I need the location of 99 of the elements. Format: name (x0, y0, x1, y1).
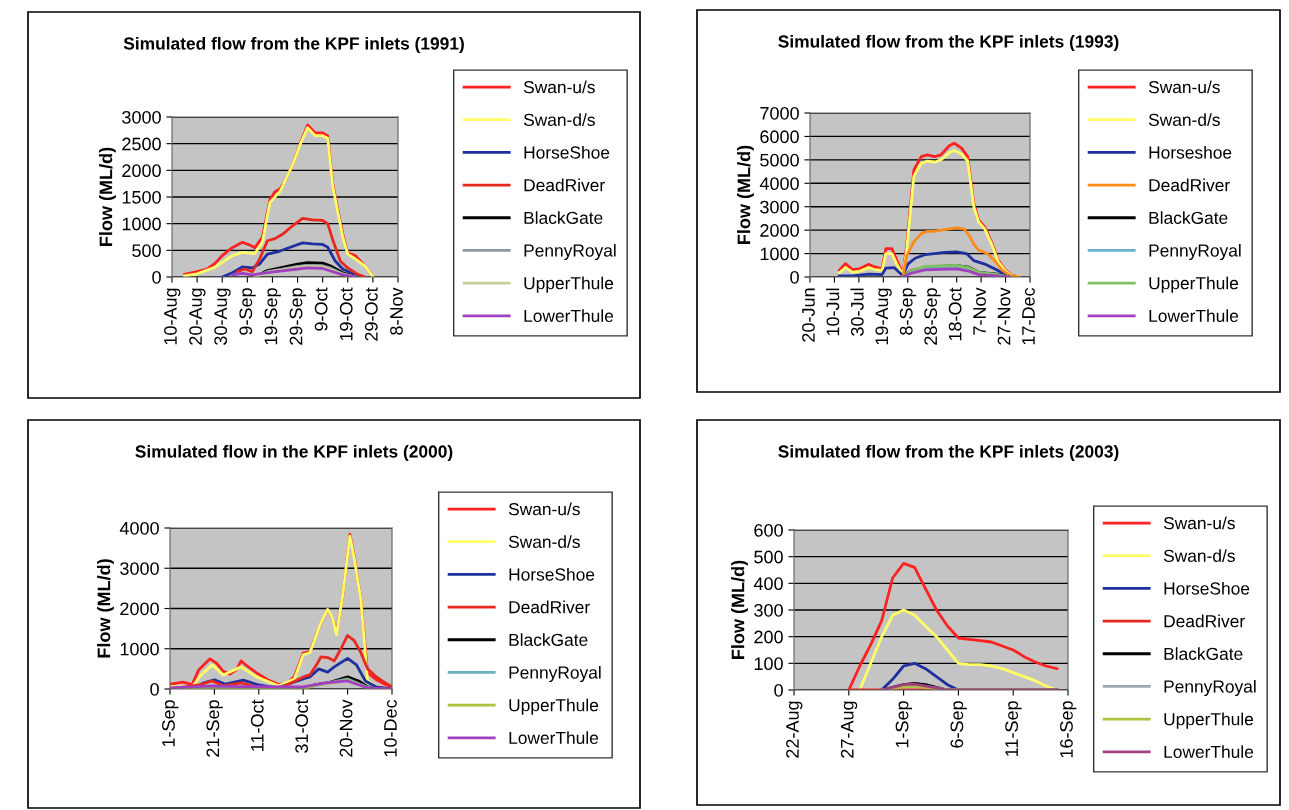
legend-label: PennyRoyal (509, 665, 601, 683)
legend-label: DeadRiver (509, 600, 590, 614)
y-tick-label: 3000 (122, 110, 161, 124)
legend-label: BlackGate (509, 633, 588, 646)
y-tick-label: 2500 (122, 137, 161, 151)
x-tick-label: 27-Nov (997, 287, 1011, 345)
legend-label: HorseShoe (524, 145, 610, 159)
legend-label: DeadRiver (524, 178, 605, 192)
x-tick-label: 7-Nov (973, 287, 986, 335)
y-tick-label: 400 (753, 577, 783, 591)
x-tick-label: 30-Aug (214, 288, 231, 345)
chart-title: Simulated flow from the KPF inlets (2003) (778, 444, 1119, 462)
legend-label: BlackGate (1164, 647, 1243, 660)
legend-label: LowerThule (1164, 745, 1254, 759)
y-tick-label: 0 (152, 270, 161, 284)
x-tick-label: 20-Aug (189, 288, 206, 345)
legend-label: PennyRoyal (1149, 243, 1241, 261)
y-tick-label: 200 (754, 630, 783, 644)
y-tick-label: 100 (754, 657, 783, 671)
x-tick-label: 8-Nov (390, 287, 403, 335)
legend-label: LowerThule (1149, 309, 1239, 323)
legend-label: HorseShoe (1164, 581, 1250, 595)
x-tick-label: 9-Sep (239, 288, 256, 335)
y-tick-label: 4000 (119, 521, 159, 535)
y-tick-label: 2000 (120, 602, 159, 616)
y-tick-label: 600 (754, 523, 783, 537)
y-tick-label: 2000 (122, 164, 161, 178)
y-tick-label: 500 (132, 244, 161, 258)
legend-label: Swan-u/s (1163, 516, 1235, 530)
y-tick-label: 300 (754, 603, 783, 617)
x-tick-label: 22-Aug (786, 701, 803, 758)
x-tick-label: 8-Sep (899, 288, 917, 335)
y-tick-label: 0 (774, 683, 783, 697)
x-tick-label: 20-Nov (339, 699, 353, 757)
legend-label: DeadRiver (1149, 178, 1230, 192)
x-tick-label: 11-Sep (1005, 701, 1022, 756)
legend-label: Swan-d/s (523, 113, 595, 126)
y-tick-label: 4000 (759, 177, 799, 191)
x-tick-label: 31-Oct (295, 699, 309, 753)
legend-label: BlackGate (524, 211, 603, 224)
x-tick-label: 6-Sep (950, 701, 967, 748)
legend-label: PennyRoyal (1164, 679, 1256, 697)
x-tick-label: 1-Sep (162, 700, 179, 747)
x-tick-label: 27-Aug (840, 701, 858, 758)
x-tick-label: 17-Dec (1022, 287, 1035, 345)
x-tick-label: 21-Sep (206, 700, 223, 757)
y-axis-title: Flow (ML/d) (731, 560, 748, 659)
chart-title: Simulated flow in the KPF inlets (2000) (135, 444, 453, 462)
legend-label: HorseShoe (509, 567, 595, 581)
legend-label: Horseshoe (1149, 145, 1232, 159)
legend-label: BlackGate (1149, 211, 1228, 224)
legend-label: UpperThule (1149, 276, 1239, 293)
x-tick-label: 20-Jun (802, 288, 815, 342)
legend-label: Swan-d/s (1163, 549, 1235, 562)
y-axis-title: Flow (ML/d) (97, 559, 114, 658)
legend-label: Swan-d/s (508, 535, 580, 548)
legend-label: UpperThule (509, 698, 599, 715)
legend-label: Swan-u/s (508, 502, 580, 516)
legend-label: Swan-u/s (1148, 80, 1220, 94)
y-tick-label: 1000 (120, 642, 159, 656)
legend-label: UpperThule (1164, 712, 1254, 729)
legend-label: Swan-d/s (1148, 113, 1220, 126)
x-tick-label: 28-Sep (924, 288, 941, 345)
x-tick-label: 1-Sep (895, 701, 913, 748)
y-tick-label: 6000 (760, 130, 799, 144)
y-tick-label: 0 (790, 270, 799, 284)
x-tick-label: 18-Oct (948, 287, 962, 341)
x-tick-label: 9-Oct (314, 287, 328, 331)
y-tick-label: 0 (150, 682, 159, 696)
chart-title: Simulated flow from the KPF inlets (1993) (778, 34, 1119, 52)
legend-label: LowerThule (524, 309, 614, 323)
x-tick-label: 16-Sep (1060, 701, 1077, 758)
y-tick-label: 1000 (122, 217, 161, 231)
x-tick-label: 19-Oct (339, 287, 353, 341)
y-tick-label: 3000 (120, 562, 159, 575)
x-tick-label: 10-Aug (164, 288, 181, 345)
legend-label: Swan-u/s (523, 80, 595, 94)
chart-title: Simulated flow from the KPF inlets (1991) (123, 36, 464, 54)
legend-label: UpperThule (524, 276, 614, 293)
y-axis-title: Flow (ML/d) (99, 147, 116, 246)
x-tick-label: 10-Jul (826, 288, 840, 336)
y-tick-label: 1000 (760, 247, 799, 261)
legend-label: LowerThule (509, 731, 599, 745)
y-tick-label: 7000 (760, 106, 799, 120)
x-tick-label: 19-Aug (875, 288, 892, 345)
y-tick-label: 1500 (122, 190, 161, 204)
y-tick-label: 3000 (760, 200, 799, 214)
y-axis-title: Flow (ML/d) (737, 145, 754, 244)
x-tick-label: 10-Dec (384, 699, 397, 757)
legend-label: DeadRiver (1164, 614, 1245, 628)
legend-label: PennyRoyal (524, 243, 616, 261)
x-tick-label: 11-Oct (250, 699, 264, 751)
x-tick-label: 19-Sep (264, 288, 281, 345)
y-tick-label: 2000 (760, 224, 799, 237)
y-tick-label: 5000 (760, 153, 799, 167)
x-tick-label: 30-Jul (850, 288, 864, 336)
y-tick-label: 500 (754, 550, 783, 564)
x-tick-label: 29-Oct (364, 287, 378, 341)
x-tick-label: 29-Sep (289, 288, 306, 345)
